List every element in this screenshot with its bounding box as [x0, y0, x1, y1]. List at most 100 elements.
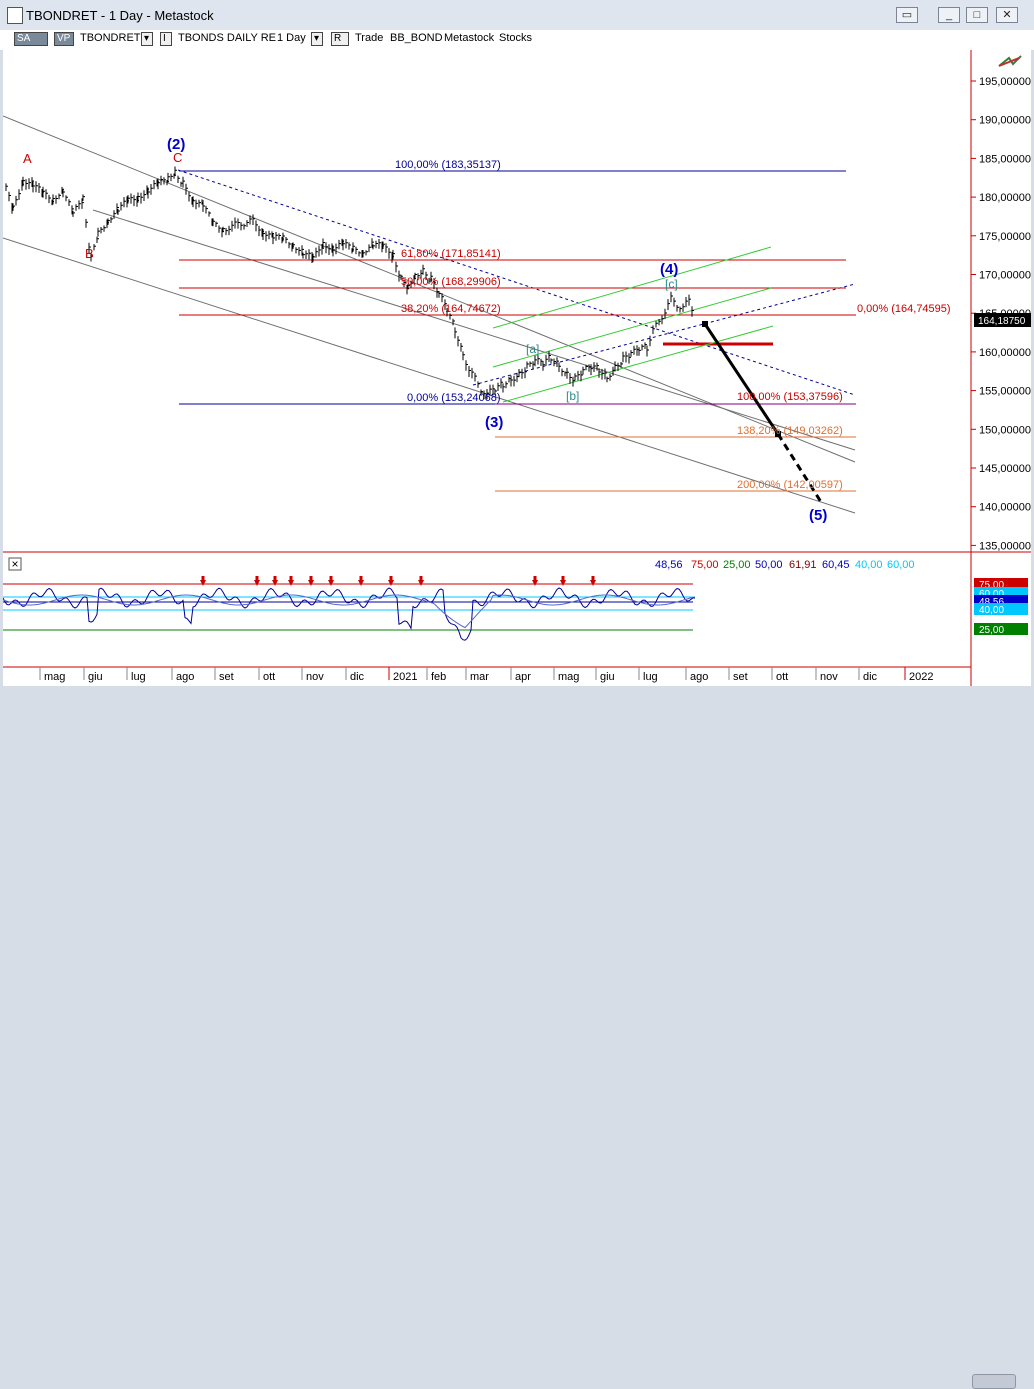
security-list-icon[interactable]: I [160, 32, 172, 46]
indicator-readout-value: 75,00 [691, 559, 719, 571]
security-name[interactable]: TBONDS DAILY RE [178, 32, 277, 44]
vp-button[interactable]: VP [54, 32, 74, 46]
period-dropdown-icon[interactable]: ▾ [311, 32, 323, 46]
fib-100-label: 100,00% (183,35137) [395, 159, 501, 171]
mode-button[interactable]: R [331, 32, 349, 46]
indicator-readout-value: 61,91 [789, 559, 817, 571]
wave-2-4-dotted-line [177, 169, 856, 396]
indicator-line-signal [2, 594, 696, 629]
indicator-readout-value: 40,00 [855, 559, 883, 571]
trade-label[interactable]: Trade [355, 32, 384, 44]
symbol-dropdown-icon[interactable]: ▾ [141, 32, 153, 46]
wave-label-b: B [85, 246, 94, 261]
fib-0-label: 0,00% (153,24068) [407, 392, 501, 404]
price-tick-label: 195,00000 [979, 76, 1031, 88]
time-tick-label: mag [44, 671, 65, 683]
close-button[interactable]: ✕ [996, 7, 1018, 23]
indicator-level-tag-label: 40,00 [979, 605, 1004, 616]
wave-label-a: A [23, 151, 32, 166]
time-tick-label: dic [350, 671, 365, 683]
time-tick-label: 2021 [393, 671, 417, 683]
maximize-button[interactable]: □ [966, 7, 988, 23]
sell-signal-arrow [532, 580, 538, 586]
sell-signal-arrow [328, 580, 334, 586]
price-axis: 195,00000 190,00000 185,00000 180,00000 175,… [971, 76, 1031, 552]
wave-label-4: (4) [660, 261, 678, 278]
ext-0-label: 0,00% (164,74595) [857, 303, 951, 315]
chart-toolbar: SA VP TBONDRET ▾ I TBONDS DAILY RE 1 Day… [0, 30, 1034, 50]
sell-signal-arrow [254, 580, 260, 586]
sell-signal-arrow [358, 580, 364, 586]
wave-label-a-minor: [a] [526, 342, 539, 356]
price-tick-label: 155,00000 [979, 386, 1031, 398]
symbol-label[interactable]: TBONDRET [80, 32, 141, 44]
sell-signal-arrow-stem [419, 576, 423, 580]
last-price-tag [974, 313, 1031, 327]
indicator-readout: 48,56 75,00 25,00 50,00 61,91 60,45 40,00 60,00 [655, 559, 915, 571]
close-icon[interactable]: × [12, 557, 19, 571]
sell-signal-arrow-stem [359, 576, 363, 580]
price-tick-label: 145,00000 [979, 463, 1031, 475]
ext-100-label: 100,00% (153,37596) [737, 391, 843, 403]
projection-start-marker [702, 321, 708, 327]
title-bar: TBONDRET - 1 Day - Metastock ▭ _ □ ✕ [0, 0, 1034, 31]
sell-signal-arrow-stem [561, 576, 565, 580]
status-bar [0, 686, 1034, 1389]
time-tick-label: mag [558, 671, 579, 683]
sa-button[interactable]: SA [14, 32, 48, 46]
price-tick-label: 135,00000 [979, 540, 1031, 552]
sell-signal-arrow-stem [389, 576, 393, 580]
wave-label-3: (3) [485, 414, 503, 431]
chart-area[interactable]: 195,00000 190,00000 185,00000 180,00000 175,… [2, 50, 1031, 686]
price-tick-label: 175,00000 [979, 231, 1031, 243]
sell-signal-arrow-stem [201, 576, 205, 580]
indicator-level-tag-label: 25,00 [979, 625, 1004, 636]
minimize-button[interactable]: _ [938, 7, 960, 23]
indicator-close-button[interactable] [8, 557, 22, 571]
channel-lower-line [2, 237, 856, 514]
price-tick-label: 140,00000 [979, 502, 1031, 514]
sell-signal-arrow [308, 580, 314, 586]
sell-signal-arrow [418, 580, 424, 586]
time-tick-label: nov [820, 671, 838, 683]
time-tick-label: feb [431, 671, 446, 683]
time-tick-label: apr [515, 671, 531, 683]
time-tick-label: giu [600, 671, 615, 683]
indicator-readout-value: 60,45 [822, 559, 850, 571]
sell-signal-arrow-stem [273, 576, 277, 580]
projection-solid-line [703, 323, 780, 435]
sell-signal-arrow-stem [533, 576, 537, 580]
sell-signal-arrow [560, 580, 566, 586]
time-tick-label: ago [176, 671, 194, 683]
resize-grip[interactable] [972, 1374, 1016, 1389]
indicator-level-tag-label: 48,56 [979, 597, 1004, 608]
price-chart-svg[interactable]: 195,00000 190,00000 185,00000 180,00000 175,… [2, 50, 1031, 686]
time-tick-label: ago [690, 671, 708, 683]
last-price-value: 164,18750 [978, 316, 1026, 327]
indicator-line-primary [2, 587, 696, 641]
period-label[interactable]: 1 Day [277, 32, 306, 44]
class-label: Stocks [499, 32, 533, 44]
sell-signal-arrow [272, 580, 278, 586]
wave-label-b-minor: [b] [566, 389, 579, 403]
time-axis: mag giu lug ago set ott nov dic 2021 feb mar apr mag… [39, 667, 933, 683]
indicator-level-tag-label: 60,00 [979, 589, 1004, 600]
time-tick-label: 2022 [909, 671, 933, 683]
chart-tools-icon[interactable] [998, 55, 1022, 67]
sell-signal-arrow-stem [289, 576, 293, 580]
indicator-level-tag-label: 75,00 [979, 580, 1004, 591]
sell-signal-arrow [288, 580, 294, 586]
window-title: TBONDRET - 1 Day - Metastock [26, 8, 214, 23]
indicator-readout-value: 25,00 [723, 559, 751, 571]
time-tick-label: ott [776, 671, 788, 683]
price-bars [5, 166, 694, 400]
wave-3-dotted-line [472, 283, 856, 386]
restore-chart-icon[interactable]: ▭ [896, 7, 918, 23]
time-tick-label: lug [643, 671, 658, 683]
projection-dashed-line [776, 433, 823, 503]
template-label[interactable]: BB_BOND [390, 32, 443, 44]
fib-500-label: 50,00% (168,29906) [401, 276, 501, 288]
source-label: Metastock [444, 32, 495, 44]
sell-signal-arrow [590, 580, 596, 586]
